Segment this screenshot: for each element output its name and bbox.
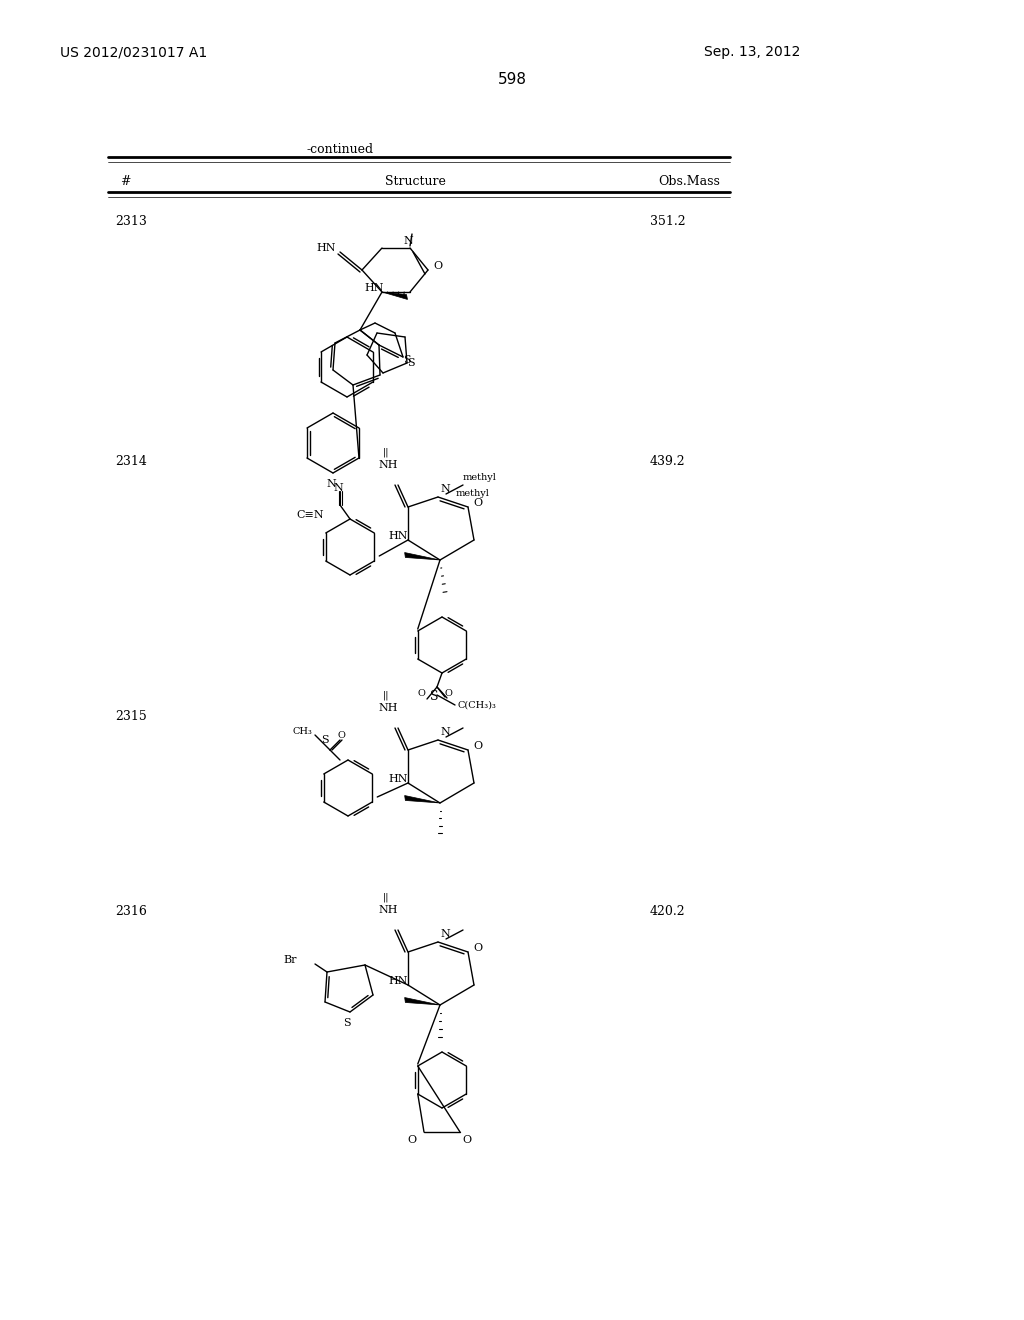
- Text: HN: HN: [388, 975, 408, 986]
- Text: S: S: [430, 690, 438, 704]
- Text: O: O: [444, 689, 452, 698]
- Text: 351.2: 351.2: [650, 215, 686, 228]
- Text: 2313: 2313: [115, 215, 146, 228]
- Text: NH: NH: [378, 459, 397, 470]
- Text: Obs.Mass: Obs.Mass: [658, 176, 720, 187]
- Text: HN: HN: [316, 243, 336, 253]
- Text: US 2012/0231017 A1: US 2012/0231017 A1: [60, 45, 207, 59]
- Text: 598: 598: [498, 73, 526, 87]
- Text: O: O: [433, 261, 442, 271]
- Text: 439.2: 439.2: [650, 455, 686, 469]
- Polygon shape: [382, 292, 408, 300]
- Text: ||: ||: [383, 690, 389, 700]
- Text: methyl: methyl: [463, 473, 497, 482]
- Polygon shape: [404, 998, 440, 1005]
- Text: O: O: [462, 1135, 471, 1144]
- Text: C≡N: C≡N: [296, 510, 324, 520]
- Text: Structure: Structure: [385, 176, 445, 187]
- Text: ||: ||: [383, 892, 389, 902]
- Text: Sep. 13, 2012: Sep. 13, 2012: [703, 45, 800, 59]
- Text: 2314: 2314: [115, 455, 146, 469]
- Text: N: N: [403, 236, 413, 246]
- Text: 2315: 2315: [115, 710, 146, 723]
- Text: O: O: [473, 942, 482, 953]
- Text: 420.2: 420.2: [650, 906, 686, 917]
- Text: N: N: [333, 483, 343, 492]
- Text: ||: ||: [383, 447, 389, 457]
- Text: -continued: -continued: [306, 143, 374, 156]
- Text: 2316: 2316: [115, 906, 146, 917]
- Text: S: S: [343, 1018, 351, 1028]
- Text: Br: Br: [284, 954, 297, 965]
- Text: #: #: [120, 176, 130, 187]
- Text: NH: NH: [378, 704, 397, 713]
- Text: O: O: [338, 730, 346, 739]
- Text: O: O: [417, 689, 425, 698]
- Text: N: N: [440, 929, 450, 939]
- Text: HN: HN: [388, 531, 408, 541]
- Text: HN: HN: [364, 282, 384, 293]
- Text: S: S: [407, 358, 415, 368]
- Text: S: S: [322, 735, 329, 744]
- Text: O: O: [473, 498, 482, 508]
- Text: CH₃: CH₃: [292, 727, 312, 737]
- Text: methyl: methyl: [456, 488, 489, 498]
- Text: NH: NH: [378, 906, 397, 915]
- Text: N: N: [440, 484, 450, 494]
- Polygon shape: [404, 553, 440, 560]
- Text: N: N: [326, 479, 336, 488]
- Text: O: O: [407, 1135, 416, 1144]
- Text: C(CH₃)₃: C(CH₃)₃: [458, 701, 497, 710]
- Text: N: N: [440, 727, 450, 737]
- Polygon shape: [404, 796, 440, 803]
- Text: S: S: [403, 355, 411, 366]
- Text: HN: HN: [388, 774, 408, 784]
- Text: O: O: [473, 741, 482, 751]
